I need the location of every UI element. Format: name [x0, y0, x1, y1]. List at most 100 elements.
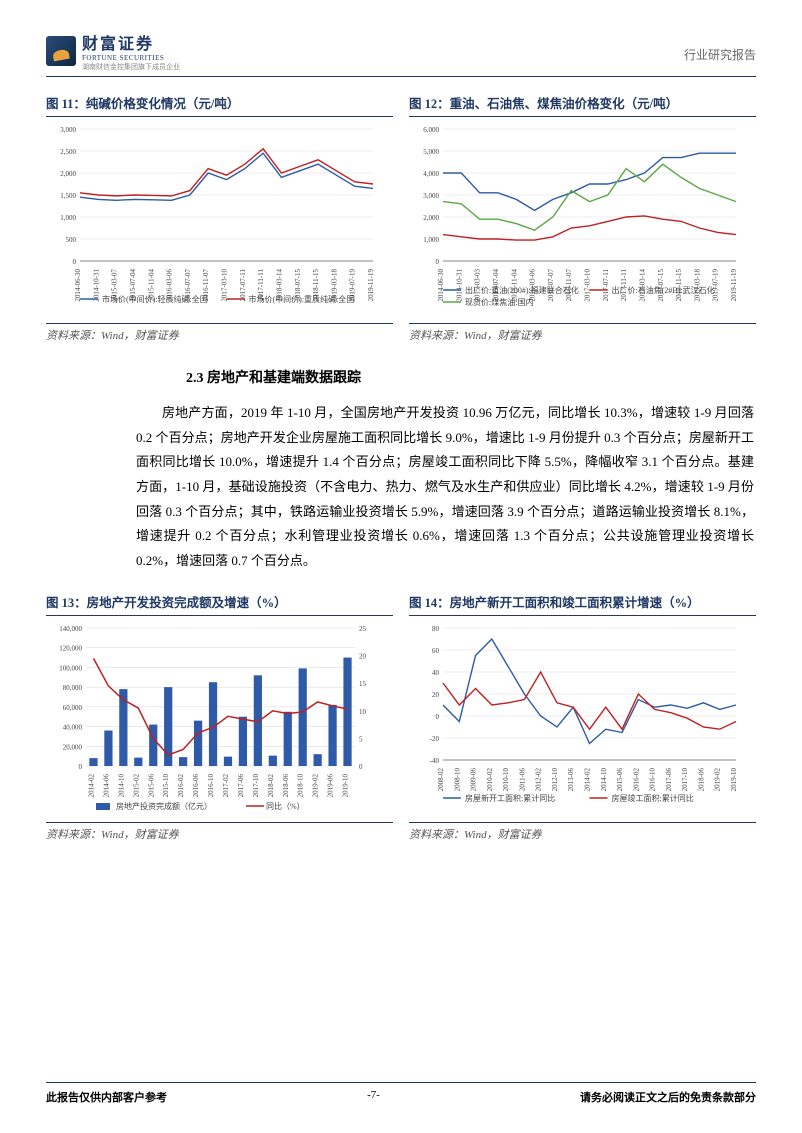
- svg-text:2018-10: 2018-10: [297, 773, 305, 797]
- svg-text:2014-10: 2014-10: [600, 767, 608, 791]
- svg-text:2018-02: 2018-02: [267, 773, 275, 797]
- svg-text:40,000: 40,000: [63, 723, 83, 731]
- svg-text:2014-06: 2014-06: [102, 773, 110, 797]
- svg-text:2017-11-11: 2017-11-11: [620, 269, 628, 302]
- charts-row-1: 图 11：纯碱价格变化情况（元/吨） 05001,0001,5002,0002,…: [46, 91, 756, 343]
- svg-text:2017-10: 2017-10: [252, 773, 260, 797]
- svg-text:120,000: 120,000: [59, 645, 82, 653]
- svg-text:-20: -20: [430, 735, 440, 743]
- svg-text:2016-10: 2016-10: [207, 773, 215, 797]
- footer-right: 请务必阅读正文之后的免责条款部分: [580, 1089, 756, 1105]
- logo-block: 财富证券 FORTUNE SECURITIES 湖南财信金控集团旗下成员企业: [46, 30, 180, 72]
- chart14-source: 资料来源：Wind，财富证券: [409, 822, 756, 842]
- svg-text:房屋新开工面积:累计同比: 房屋新开工面积:累计同比: [465, 793, 555, 803]
- svg-text:2016-06: 2016-06: [192, 773, 200, 797]
- svg-text:2019-02: 2019-02: [312, 773, 320, 797]
- svg-text:2010-10: 2010-10: [502, 767, 510, 791]
- svg-text:2011-06: 2011-06: [518, 767, 526, 791]
- svg-text:25: 25: [359, 625, 367, 633]
- charts-row-2: 图 13：房地产开发投资完成额及增速（%） 0 20,000 40,000 60,00…: [46, 590, 756, 842]
- svg-text:2009-06: 2009-06: [470, 767, 478, 791]
- svg-text:140,000: 140,000: [59, 625, 82, 633]
- logo-text: 财富证券 FORTUNE SECURITIES 湖南财信金控集团旗下成员企业: [82, 30, 180, 72]
- svg-text:2015-02: 2015-02: [132, 773, 140, 797]
- footer-left: 此报告仅供内部客户参考: [46, 1089, 167, 1105]
- svg-text:5: 5: [359, 735, 363, 743]
- svg-text:20,000: 20,000: [63, 743, 83, 751]
- chart13-source: 资料来源：Wind，财富证券: [46, 822, 393, 842]
- svg-text:3,000: 3,000: [423, 192, 439, 200]
- svg-text:3,000: 3,000: [60, 126, 76, 134]
- svg-text:出厂价:石油焦(2#B):武汉石化: 出厂价:石油焦(2#B):武汉石化: [612, 285, 715, 295]
- svg-text:15: 15: [359, 680, 367, 688]
- svg-text:2013-06: 2013-06: [567, 767, 575, 791]
- svg-text:2014-10-31: 2014-10-31: [92, 269, 100, 302]
- svg-text:2016-11-07: 2016-11-07: [565, 269, 573, 302]
- svg-text:0: 0: [73, 258, 77, 266]
- chart14-title: 图 14：房地产新开工面积和竣工面积累计增速（%）: [409, 590, 756, 616]
- svg-text:2016-02: 2016-02: [177, 773, 185, 797]
- chart13: 020,00040,00060,00080,000100,000120,0001…: [46, 620, 393, 820]
- svg-text:2017-07-11: 2017-07-11: [239, 269, 247, 302]
- svg-text:100,000: 100,000: [59, 664, 82, 672]
- svg-text:2018-11-15: 2018-11-15: [675, 269, 683, 302]
- svg-text:0: 0: [436, 258, 440, 266]
- svg-text:2014-10: 2014-10: [117, 773, 125, 797]
- svg-text:4,000: 4,000: [423, 170, 439, 178]
- svg-text:60,000: 60,000: [63, 704, 83, 712]
- svg-text:2019-11-19: 2019-11-19: [367, 269, 375, 302]
- svg-text:2012-02: 2012-02: [535, 767, 543, 791]
- doc-type: 行业研究报告: [684, 30, 756, 63]
- svg-text:2017-03-10: 2017-03-10: [584, 269, 592, 302]
- svg-text:2019-10: 2019-10: [730, 767, 738, 791]
- svg-text:2019-06: 2019-06: [327, 773, 335, 797]
- svg-text:2014-10-31: 2014-10-31: [455, 269, 463, 302]
- company-name-en: FORTUNE SECURITIES: [82, 54, 180, 62]
- svg-text:2014-06-30: 2014-06-30: [74, 269, 82, 302]
- svg-text:0: 0: [359, 763, 363, 771]
- svg-text:2018-06: 2018-06: [282, 773, 290, 797]
- svg-text:同比（%）: 同比（%）: [266, 801, 305, 811]
- svg-text:2017-06: 2017-06: [665, 767, 673, 791]
- svg-text:2008-02: 2008-02: [437, 767, 445, 791]
- logo-icon: [46, 36, 76, 66]
- svg-text:20: 20: [432, 691, 440, 699]
- svg-text:2015-10: 2015-10: [162, 773, 170, 797]
- chart11: 05001,0001,5002,0002,5003,0002014-06-302…: [46, 121, 393, 321]
- svg-text:80: 80: [432, 625, 440, 633]
- svg-text:2,500: 2,500: [60, 148, 76, 156]
- svg-text:市场价(中间价):重质纯碱:全国: 市场价(中间价):重质纯碱:全国: [249, 294, 355, 304]
- section-heading: 2.3 房地产和基建端数据跟踪: [46, 367, 756, 387]
- svg-text:1,500: 1,500: [60, 192, 76, 200]
- svg-text:2016-10: 2016-10: [649, 767, 657, 791]
- chart14: -40-200204060802008-022008-102009-062010…: [409, 620, 756, 820]
- svg-text:2019-10: 2019-10: [342, 773, 350, 797]
- svg-text:10: 10: [359, 708, 367, 716]
- svg-text:2018-06: 2018-06: [697, 767, 705, 791]
- chart13-title: 图 13：房地产开发投资完成额及增速（%）: [46, 590, 393, 616]
- chart12-title: 图 12：重油、石油焦、煤焦油价格变化（元/吨）: [409, 91, 756, 117]
- svg-text:-40: -40: [430, 757, 440, 765]
- svg-text:2015-11-04: 2015-11-04: [510, 269, 518, 302]
- svg-text:0: 0: [436, 713, 440, 721]
- chart12-source: 资料来源：Wind，财富证券: [409, 323, 756, 343]
- chart12: 01,0002,0003,0004,0005,0006,0002014-06-3…: [409, 121, 756, 321]
- svg-text:现货价:煤焦油:国内: 现货价:煤焦油:国内: [465, 297, 533, 307]
- svg-text:0: 0: [79, 763, 83, 771]
- svg-text:1,000: 1,000: [60, 214, 76, 222]
- svg-text:2008-10: 2008-10: [453, 767, 461, 791]
- svg-text:2014-02: 2014-02: [584, 767, 592, 791]
- svg-text:20: 20: [359, 652, 367, 660]
- svg-text:2016-02: 2016-02: [632, 767, 640, 791]
- svg-text:2015-06: 2015-06: [616, 767, 624, 791]
- svg-text:2015-06: 2015-06: [147, 773, 155, 797]
- svg-text:出厂价:重油(200#):福建联合石化: 出厂价:重油(200#):福建联合石化: [465, 285, 579, 295]
- svg-text:房地产投资完成额（亿元）: 房地产投资完成额（亿元）: [116, 801, 212, 811]
- svg-text:2017-03-10: 2017-03-10: [221, 269, 229, 302]
- svg-text:5,000: 5,000: [423, 148, 439, 156]
- svg-text:2017-06: 2017-06: [237, 773, 245, 797]
- svg-text:1,000: 1,000: [423, 236, 439, 244]
- svg-text:市场价(中间价):轻质纯碱:全国: 市场价(中间价):轻质纯碱:全国: [102, 294, 208, 304]
- svg-text:2,000: 2,000: [60, 170, 76, 178]
- svg-text:2017-07-11: 2017-07-11: [602, 269, 610, 302]
